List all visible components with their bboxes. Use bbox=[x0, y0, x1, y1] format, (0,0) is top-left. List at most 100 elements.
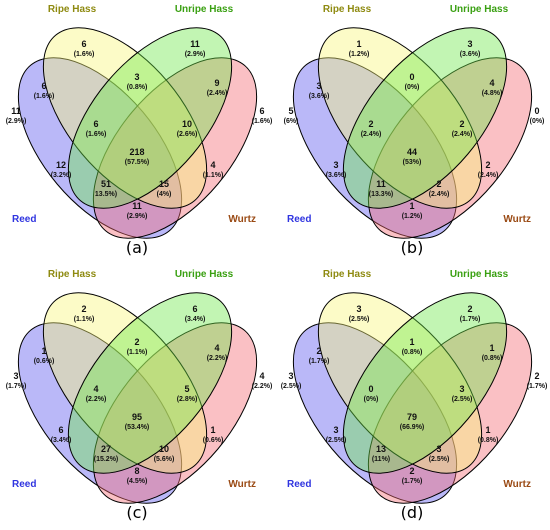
region-count-reed-unripe-wurtz: 51 bbox=[101, 179, 111, 189]
region-count-reed-only: 11 bbox=[11, 106, 21, 116]
region-count-ripe-only: 3 bbox=[356, 304, 361, 314]
panel-caption: (a) bbox=[126, 238, 148, 257]
set-ellipse-unripe bbox=[67, 27, 233, 209]
region-percent-all: (66.9%) bbox=[400, 424, 425, 431]
set-label-wurtz: Wurtz bbox=[228, 479, 256, 490]
region-percent-ripe-unripe-wurtz: (2.5%) bbox=[452, 396, 473, 403]
region-count-reed-only: 3 bbox=[288, 371, 293, 381]
region-percent-unripe-only: (3.6%) bbox=[460, 51, 481, 58]
region-percent-ripe-unripe-wurtz: (2.4%) bbox=[452, 131, 473, 138]
set-label-unripe: Unripe Hass bbox=[450, 4, 509, 15]
region-percent-unripe-wurtz: (0.8%) bbox=[482, 355, 503, 362]
set-label-wurtz: Wurtz bbox=[503, 214, 531, 225]
region-percent-reed-unripe: (3.2%) bbox=[51, 172, 72, 179]
region-count-wurtz-only: 2 bbox=[534, 371, 539, 381]
venn-diagram: Reed Ripe Hass Unripe Hass Wurtz 6 (1.6%) 11 (2… bbox=[6, 4, 273, 257]
region-count-ripe-only: 6 bbox=[81, 39, 86, 49]
venn-panel: Reed Ripe Hass Unripe Hass Wurtz 3 (2.5%) 2 (1.… bbox=[275, 265, 550, 530]
region-percent-reed-unripe-wurtz: (11%) bbox=[372, 456, 390, 463]
region-count-unripe-only: 6 bbox=[192, 304, 197, 314]
region-percent-reed-ripe: (1.6%) bbox=[34, 93, 55, 100]
region-percent-reed-only: (2.9%) bbox=[6, 118, 27, 125]
region-percent-ripe-only: (2.5%) bbox=[349, 316, 370, 323]
region-percent-reed-wurtz: (2.9%) bbox=[127, 213, 148, 220]
region-count-ripe-wurtz: 1 bbox=[210, 425, 215, 435]
region-count-ripe-unripe-wurtz: 10 bbox=[182, 119, 192, 129]
set-ellipse-wurtz bbox=[92, 322, 258, 504]
region-count-reed-unripe: 3 bbox=[333, 160, 338, 170]
region-count-reed-unripe: 6 bbox=[58, 425, 63, 435]
region-percent-ripe-wurtz: (2.4%) bbox=[478, 172, 499, 179]
venn-diagram: Reed Ripe Hass Unripe Hass Wurtz 1 (1.2%) 3 (3.… bbox=[284, 4, 545, 257]
region-percent-reed-ripe-wurtz: (5.6%) bbox=[154, 456, 175, 463]
region-percent-reed-unripe: (3.4%) bbox=[51, 437, 72, 444]
region-percent-ripe-wurtz: (0.8%) bbox=[478, 437, 499, 444]
region-percent-ripe-only: (1.1%) bbox=[74, 316, 95, 323]
region-percent-ripe-unripe: (0.8%) bbox=[127, 84, 148, 91]
region-count-all: 218 bbox=[129, 147, 144, 157]
region-count-reed-wurtz: 2 bbox=[409, 466, 414, 476]
region-count-reed-unripe-wurtz: 11 bbox=[376, 179, 386, 189]
panel-caption: (b) bbox=[401, 238, 424, 257]
set-label-ripe: Ripe Hass bbox=[323, 269, 372, 280]
region-count-reed-ripe-unripe: 0 bbox=[368, 384, 373, 394]
region-count-reed-wurtz: 8 bbox=[134, 466, 139, 476]
region-percent-ripe-unripe: (0.8%) bbox=[402, 349, 423, 356]
region-percent-wurtz-only: (2.2%) bbox=[252, 383, 273, 390]
venn-diagram: Reed Ripe Hass Unripe Hass Wurtz 2 (1.1%) 6 (3.… bbox=[6, 269, 273, 522]
region-percent-reed-wurtz: (1.7%) bbox=[402, 478, 423, 485]
region-percent-reed-ripe-wurtz: (2.4%) bbox=[429, 191, 450, 198]
region-count-ripe-unripe: 1 bbox=[409, 337, 414, 347]
panel-caption: (d) bbox=[401, 503, 424, 522]
region-count-ripe-unripe-wurtz: 5 bbox=[184, 384, 189, 394]
set-label-ripe: Ripe Hass bbox=[48, 4, 97, 15]
region-count-reed-ripe: 6 bbox=[41, 81, 46, 91]
panel-caption: (c) bbox=[126, 503, 147, 522]
set-label-ripe: Ripe Hass bbox=[48, 269, 97, 280]
set-label-reed: Reed bbox=[12, 479, 36, 490]
region-count-wurtz-only: 4 bbox=[259, 371, 264, 381]
region-count-unripe-wurtz: 1 bbox=[489, 343, 494, 353]
region-count-ripe-unripe: 3 bbox=[134, 72, 139, 82]
region-count-reed-ripe: 3 bbox=[316, 81, 321, 91]
set-ellipse-ripe bbox=[42, 292, 208, 474]
region-count-ripe-unripe-wurtz: 3 bbox=[459, 384, 464, 394]
region-percent-reed-ripe-wurtz: (4%) bbox=[157, 191, 172, 198]
region-count-reed-ripe-wurtz: 10 bbox=[159, 444, 169, 454]
region-percent-unripe-wurtz: (4.8%) bbox=[482, 90, 503, 97]
region-percent-wurtz-only: (1.6%) bbox=[252, 118, 273, 125]
region-percent-reed-wurtz: (1.2%) bbox=[402, 213, 423, 220]
set-label-reed: Reed bbox=[287, 214, 311, 225]
region-percent-reed-unripe: (3.6%) bbox=[326, 172, 347, 179]
venn-panel: Reed Ripe Hass Unripe Hass Wurtz 2 (1.1%) 6 (3.… bbox=[0, 265, 275, 530]
region-count-reed-unripe-wurtz: 13 bbox=[376, 444, 386, 454]
set-ellipse-ripe bbox=[317, 292, 483, 474]
region-count-reed-ripe-unripe: 2 bbox=[368, 119, 373, 129]
set-ellipse-unripe bbox=[342, 292, 508, 474]
venn-diagram: Reed Ripe Hass Unripe Hass Wurtz 3 (2.5%) 2 (1.… bbox=[281, 269, 548, 522]
region-percent-reed-ripe-wurtz: (2.5%) bbox=[429, 456, 450, 463]
region-count-ripe-unripe: 0 bbox=[409, 72, 414, 82]
region-percent-ripe-wurtz: (1.1%) bbox=[203, 172, 224, 179]
region-count-reed-ripe-wurtz: 15 bbox=[159, 179, 169, 189]
set-ellipse-ripe bbox=[42, 27, 208, 209]
region-percent-reed-only: (6%) bbox=[284, 118, 299, 125]
set-ellipse-wurtz bbox=[92, 57, 258, 239]
region-percent-ripe-unripe: (1.1%) bbox=[127, 349, 148, 356]
region-percent-reed-ripe-unripe: (1.6%) bbox=[86, 131, 107, 138]
region-percent-ripe-only: (1.2%) bbox=[349, 51, 370, 58]
region-count-ripe-wurtz: 1 bbox=[485, 425, 490, 435]
region-percent-reed-ripe: (1.7%) bbox=[309, 358, 330, 365]
region-count-ripe-only: 1 bbox=[356, 39, 361, 49]
region-percent-all: (57.5%) bbox=[125, 159, 150, 166]
region-percent-reed-only: (1.7%) bbox=[6, 383, 27, 390]
set-ellipse-wurtz bbox=[367, 322, 533, 504]
set-label-unripe: Unripe Hass bbox=[450, 269, 509, 280]
region-percent-reed-ripe-unripe: (2.4%) bbox=[361, 131, 382, 138]
region-count-ripe-only: 2 bbox=[81, 304, 86, 314]
region-percent-reed-ripe-unripe: (2.2%) bbox=[86, 396, 107, 403]
region-percent-unripe-only: (3.4%) bbox=[185, 316, 206, 323]
region-count-unripe-only: 2 bbox=[467, 304, 472, 314]
region-count-wurtz-only: 6 bbox=[259, 106, 264, 116]
set-ellipse-unripe bbox=[67, 292, 233, 474]
